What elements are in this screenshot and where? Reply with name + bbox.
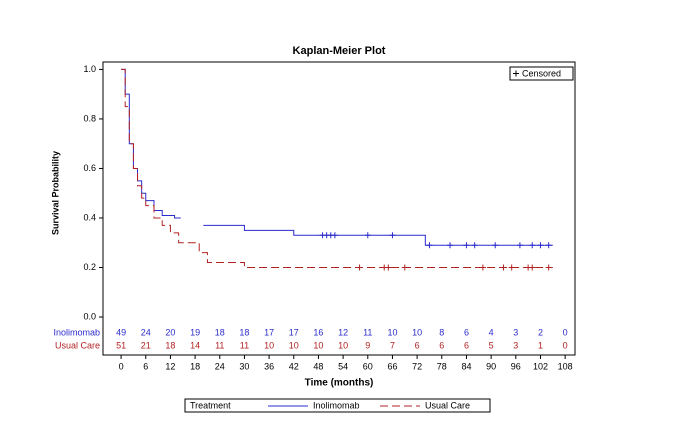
x-tick-label: 6 bbox=[143, 361, 148, 371]
censor-mark bbox=[529, 242, 536, 249]
risk-count: 2 bbox=[538, 327, 543, 337]
risk-count: 20 bbox=[165, 327, 175, 337]
risk-count: 6 bbox=[415, 340, 420, 350]
censor-mark bbox=[500, 264, 507, 271]
censor-mark bbox=[356, 264, 363, 271]
risk-count: 11 bbox=[240, 340, 249, 350]
risk-count: 11 bbox=[363, 327, 372, 337]
y-tick-label: 0.0 bbox=[83, 311, 96, 321]
y-tick-label: 0.6 bbox=[83, 163, 96, 173]
censor-mark bbox=[471, 242, 478, 249]
x-tick-label: 108 bbox=[558, 361, 573, 371]
risk-count: 12 bbox=[338, 327, 348, 337]
risk-count: 0 bbox=[563, 327, 568, 337]
x-tick-label: 18 bbox=[190, 361, 200, 371]
x-tick-label: 0 bbox=[119, 361, 124, 371]
chart-title: Kaplan-Meier Plot bbox=[293, 45, 386, 57]
censor-mark bbox=[545, 242, 552, 249]
risk-count: 6 bbox=[464, 340, 469, 350]
risk-count: 21 bbox=[141, 340, 151, 350]
risk-count: 14 bbox=[190, 340, 200, 350]
x-tick-label: 60 bbox=[363, 361, 373, 371]
censor-mark bbox=[463, 242, 470, 249]
risk-count: 17 bbox=[289, 327, 299, 337]
risk-count: 4 bbox=[489, 327, 494, 337]
censored-legend-box bbox=[509, 66, 574, 81]
censor-mark bbox=[529, 264, 536, 271]
risk-count: 18 bbox=[215, 327, 225, 337]
x-tick-label: 66 bbox=[387, 361, 397, 371]
risk-count: 18 bbox=[239, 327, 249, 337]
censor-mark bbox=[508, 264, 515, 271]
x-tick-label: 84 bbox=[461, 361, 471, 371]
y-tick-label: 0.2 bbox=[83, 262, 96, 272]
risk-count: 16 bbox=[313, 327, 323, 337]
censor-mark bbox=[426, 242, 433, 249]
censor-mark bbox=[331, 232, 338, 239]
x-tick-label: 42 bbox=[289, 361, 299, 371]
censored-legend-symbol bbox=[513, 70, 519, 77]
risk-count: 24 bbox=[141, 327, 151, 337]
risk-count: 3 bbox=[513, 340, 518, 350]
x-tick-label: 24 bbox=[215, 361, 225, 371]
risk-count: 0 bbox=[563, 340, 568, 350]
risk-count: 10 bbox=[289, 340, 299, 350]
censor-mark bbox=[447, 242, 454, 249]
legend-label: Usual Care bbox=[425, 400, 470, 410]
survival-curve bbox=[121, 68, 553, 268]
legend-label: Inolimomab bbox=[313, 400, 360, 410]
x-tick-label: 12 bbox=[165, 361, 175, 371]
risk-count: 19 bbox=[190, 327, 200, 337]
legend-title: Treatment bbox=[190, 400, 231, 410]
risk-count: 49 bbox=[116, 327, 126, 337]
censor-mark bbox=[545, 264, 552, 271]
censored-legend-label: Censored bbox=[522, 68, 561, 78]
censor-mark bbox=[389, 232, 396, 239]
censor-mark bbox=[385, 264, 392, 271]
risk-count: 10 bbox=[264, 340, 274, 350]
risk-count: 3 bbox=[513, 327, 518, 337]
x-tick-label: 48 bbox=[313, 361, 323, 371]
x-tick-label: 102 bbox=[533, 361, 548, 371]
y-tick-label: 1.0 bbox=[83, 64, 96, 74]
risk-count: 10 bbox=[412, 327, 422, 337]
censor-mark bbox=[537, 242, 544, 249]
risk-count: 10 bbox=[387, 327, 397, 337]
censor-mark bbox=[479, 264, 486, 271]
x-tick-label: 72 bbox=[412, 361, 422, 371]
x-tick-label: 90 bbox=[486, 361, 496, 371]
risk-row-label: Inolimomab bbox=[53, 327, 100, 337]
risk-count: 10 bbox=[313, 340, 323, 350]
risk-count: 10 bbox=[338, 340, 348, 350]
risk-count: 7 bbox=[390, 340, 395, 350]
x-axis-title: Time (months) bbox=[305, 378, 374, 389]
risk-count: 6 bbox=[464, 327, 469, 337]
risk-count: 11 bbox=[215, 340, 224, 350]
risk-count: 5 bbox=[489, 340, 494, 350]
x-tick-label: 96 bbox=[511, 361, 521, 371]
censor-mark bbox=[516, 242, 523, 249]
x-tick-label: 30 bbox=[239, 361, 249, 371]
y-axis-title: Survival Probability bbox=[50, 151, 60, 235]
risk-count: 51 bbox=[116, 340, 126, 350]
y-tick-label: 0.4 bbox=[83, 212, 96, 222]
censor-mark bbox=[401, 264, 408, 271]
x-tick-label: 54 bbox=[338, 361, 348, 371]
risk-row-label: Usual Care bbox=[55, 340, 100, 350]
censor-mark bbox=[492, 242, 499, 249]
x-tick-label: 78 bbox=[437, 361, 447, 371]
risk-count: 8 bbox=[439, 327, 444, 337]
plot-frame bbox=[102, 61, 576, 356]
risk-count: 1 bbox=[538, 340, 543, 350]
y-tick-label: 0.8 bbox=[83, 113, 96, 123]
survival-curve bbox=[121, 68, 553, 246]
risk-count: 6 bbox=[439, 340, 444, 350]
risk-count: 17 bbox=[264, 327, 274, 337]
legend-box bbox=[184, 398, 491, 413]
censor-mark bbox=[364, 232, 371, 239]
risk-count: 9 bbox=[365, 340, 370, 350]
x-tick-label: 36 bbox=[264, 361, 274, 371]
risk-count: 18 bbox=[165, 340, 175, 350]
